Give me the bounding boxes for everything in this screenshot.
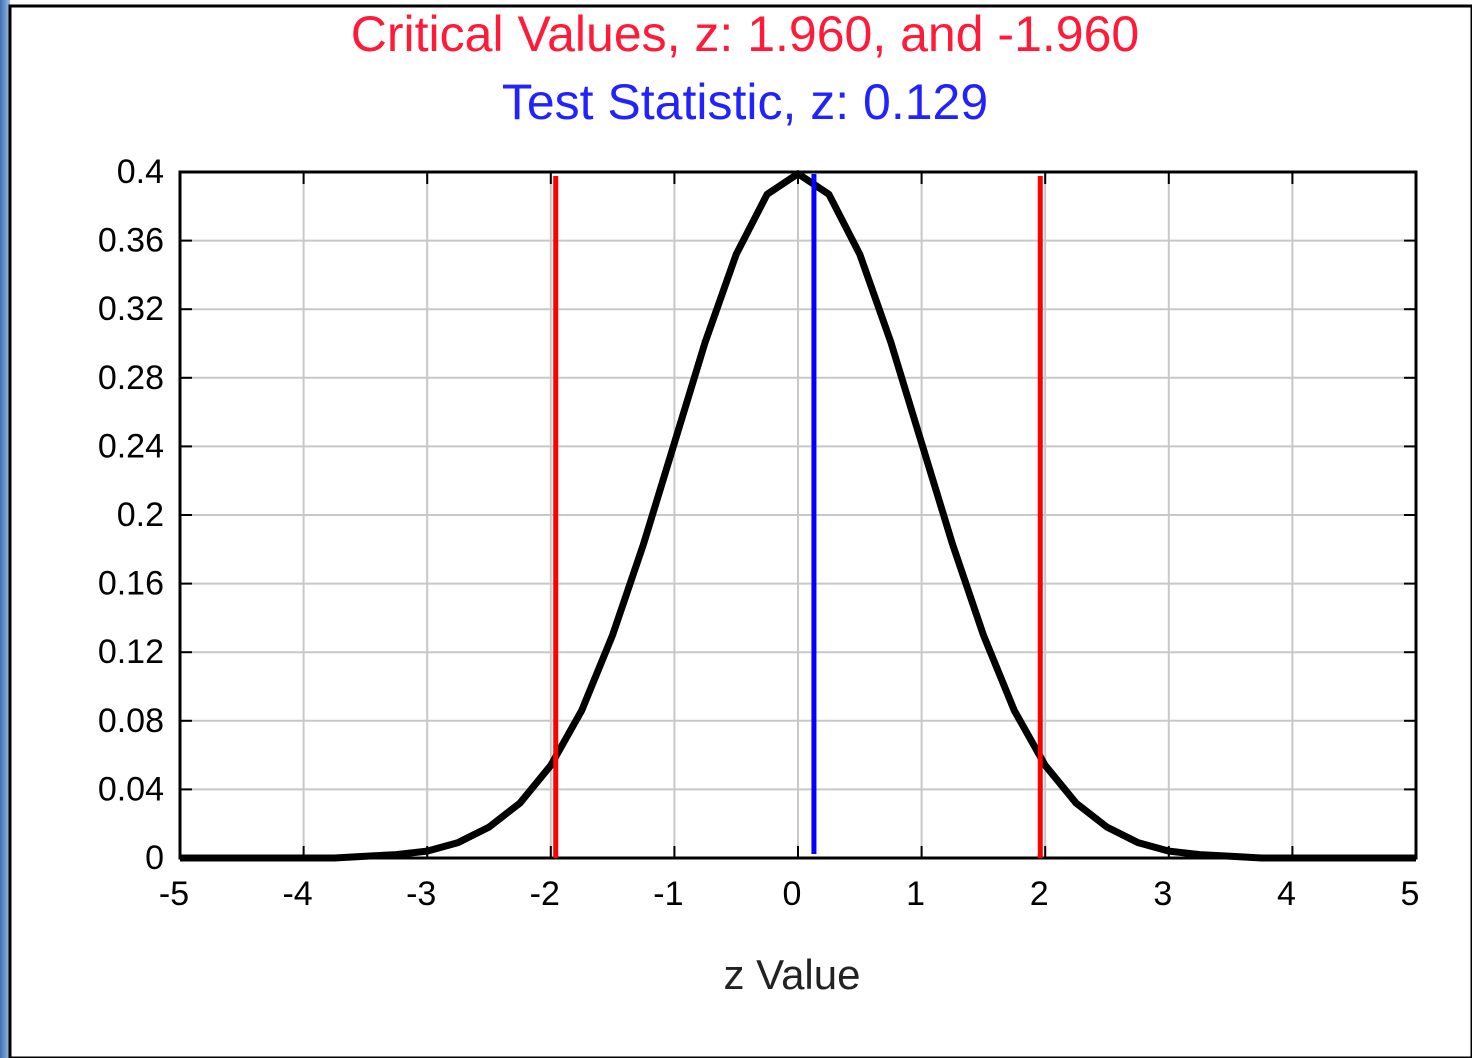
y-tick-label: 0.04 (98, 770, 164, 808)
y-tick-label: 0.28 (98, 359, 164, 397)
x-tick-label: 1 (906, 875, 925, 913)
y-tick-label: 0.2 (117, 496, 164, 534)
y-tick-label: 0.36 (98, 222, 164, 260)
x-tick-label: -5 (159, 875, 189, 913)
panel (8, 4, 1472, 1058)
x-tick-label: -1 (653, 875, 683, 913)
y-tick-label: 0.08 (98, 702, 164, 740)
y-tick-label: 0.16 (98, 565, 164, 603)
x-tick-label: 5 (1401, 875, 1420, 913)
x-axis-label: z Value (724, 951, 861, 998)
y-tick-label: 0 (145, 839, 164, 877)
y-tick-label: 0.32 (98, 290, 164, 328)
chart-title: Critical Values, z: 1.960, and -1.960 (351, 6, 1139, 62)
x-tick-label: 4 (1277, 875, 1296, 913)
x-tick-label: 2 (1030, 875, 1049, 913)
chart-subtitle: Test Statistic, z: 0.129 (502, 74, 988, 130)
x-tick-label: -3 (406, 875, 436, 913)
curve (180, 170, 1416, 862)
x-tick-label: 0 (783, 875, 802, 913)
y-tick-label: 0.24 (98, 427, 164, 465)
x-tick-label: -2 (530, 875, 560, 913)
y-tick-label: 0.12 (98, 633, 164, 671)
y-tick-label: 0.4 (117, 153, 164, 191)
x-tick-label: -4 (282, 875, 312, 913)
x-tick-label: 3 (1153, 875, 1172, 913)
